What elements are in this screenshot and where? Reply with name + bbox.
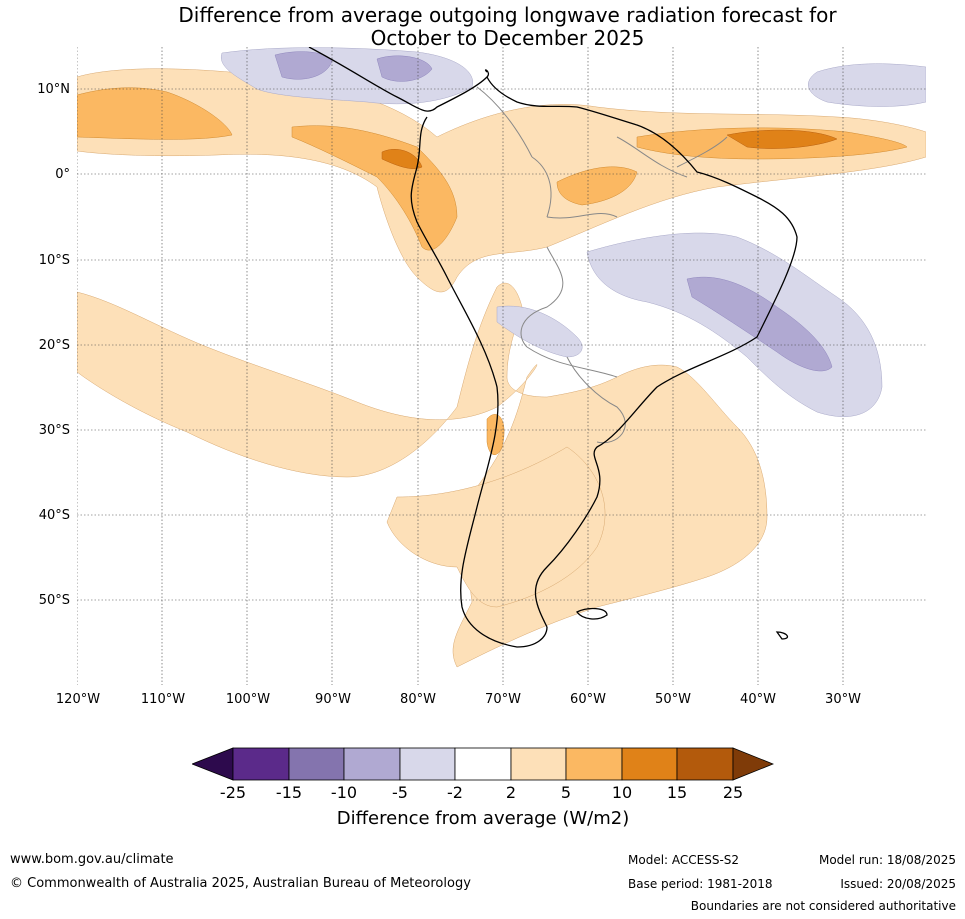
lat-label-10s: 10°S bbox=[38, 253, 70, 268]
colorbar-bin-8 bbox=[621, 747, 678, 781]
issued-date: Issued: 20/08/2025 bbox=[840, 877, 956, 891]
colorbar bbox=[190, 747, 775, 781]
colorbar-tick-neg2: -2 bbox=[447, 783, 463, 802]
colorbar-bin-3 bbox=[343, 747, 401, 781]
model-name: Model: ACCESS-S2 bbox=[628, 853, 740, 867]
anomaly-dark-orange bbox=[381, 129, 838, 169]
colorbar-bin-4 bbox=[399, 747, 456, 781]
base-period: Base period: 1981-2018 bbox=[628, 877, 773, 891]
colorbar-svg bbox=[190, 747, 775, 781]
colorbar-bin-5 bbox=[454, 747, 512, 781]
colorbar-label: Difference from average (W/m2) bbox=[336, 808, 630, 829]
website-link[interactable]: www.bom.gov.au/climate bbox=[10, 852, 174, 867]
coastline bbox=[308, 47, 798, 648]
anomaly-light-orange bbox=[77, 68, 926, 668]
colorbar-bin-7 bbox=[565, 747, 623, 781]
lat-label-40s: 40°S bbox=[38, 508, 70, 523]
copyright-text: © Commonwealth of Australia 2025, Austra… bbox=[10, 876, 471, 891]
lat-label-0: 0° bbox=[55, 167, 70, 182]
colorbar-tick-neg5: -5 bbox=[392, 783, 408, 802]
lon-label-110w: 110°W bbox=[140, 692, 186, 707]
lat-label-30s: 30°S bbox=[38, 423, 70, 438]
colorbar-tick-neg25: -25 bbox=[219, 783, 247, 802]
model-run: Model run: 18/08/2025 bbox=[818, 853, 956, 867]
colorbar-tick-neg10: -10 bbox=[330, 783, 358, 802]
lon-label-60w: 60°W bbox=[570, 692, 606, 707]
lon-label-120w: 120°W bbox=[55, 692, 101, 707]
lon-label-90w: 90°W bbox=[315, 692, 351, 707]
lon-label-30w: 30°W bbox=[825, 692, 861, 707]
colorbar-bin-6 bbox=[510, 747, 567, 781]
lat-label-10n: 10°N bbox=[37, 82, 70, 97]
colorbar-extend-low bbox=[190, 747, 234, 781]
colorbar-tick-neg15: -15 bbox=[275, 783, 303, 802]
country-borders bbox=[476, 86, 728, 444]
lon-label-40w: 40°W bbox=[740, 692, 776, 707]
lon-label-80w: 80°W bbox=[400, 692, 436, 707]
lon-label-50w: 50°W bbox=[655, 692, 691, 707]
disclaimer: Boundaries are not considered authoritat… bbox=[690, 899, 956, 913]
colorbar-tick-5: 5 bbox=[560, 783, 572, 802]
graticule bbox=[77, 47, 926, 685]
lon-label-70w: 70°W bbox=[485, 692, 521, 707]
colorbar-extend-high bbox=[732, 747, 775, 781]
colorbar-tick-15: 15 bbox=[666, 783, 688, 802]
colorbar-tick-10: 10 bbox=[611, 783, 633, 802]
colorbar-bin-2 bbox=[288, 747, 345, 781]
chart-title: Difference from average outgoing longwav… bbox=[0, 4, 965, 50]
colorbar-tick-25: 25 bbox=[722, 783, 744, 802]
title-line-1: Difference from average outgoing longwav… bbox=[178, 3, 837, 27]
map-svg bbox=[77, 47, 926, 685]
lat-label-50s: 50°S bbox=[38, 593, 70, 608]
lon-label-100w: 100°W bbox=[225, 692, 271, 707]
map-panel bbox=[77, 47, 926, 685]
title-line-2: October to December 2025 bbox=[370, 26, 645, 50]
colorbar-tick-2: 2 bbox=[505, 783, 517, 802]
lat-label-20s: 20°S bbox=[38, 338, 70, 353]
colorbar-bin-1 bbox=[232, 747, 290, 781]
colorbar-bin-9 bbox=[676, 747, 734, 781]
